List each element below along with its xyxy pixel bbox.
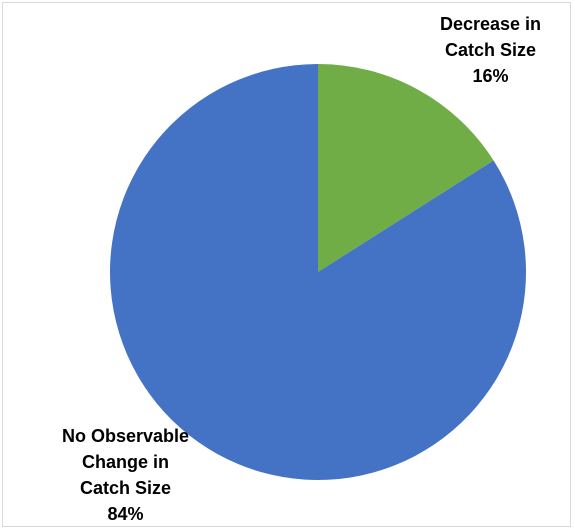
data-label-no-change-value: 84% (107, 504, 144, 524)
data-label-decrease-line2: Catch Size (444, 40, 537, 60)
data-label-decrease-value: 16% (472, 66, 509, 86)
pie-slice-decrease (318, 64, 494, 272)
data-label-no-change-line3: Catch Size (79, 478, 172, 498)
data-label-no-change-line2: Change in (81, 452, 169, 472)
data-label-decrease-line1: Decrease in (439, 14, 542, 34)
pie-chart (109, 64, 526, 480)
data-label-no-change-line1: No Observable (61, 426, 190, 446)
pie-slice-no-change (109, 64, 526, 480)
data-label-no-change: No Observable Change in Catch Size 84% (33, 423, 218, 526)
chart-frame: Decrease in Catch Size 16% No Observable… (2, 2, 571, 527)
data-label-decrease: Decrease in Catch Size 16% (408, 11, 570, 89)
